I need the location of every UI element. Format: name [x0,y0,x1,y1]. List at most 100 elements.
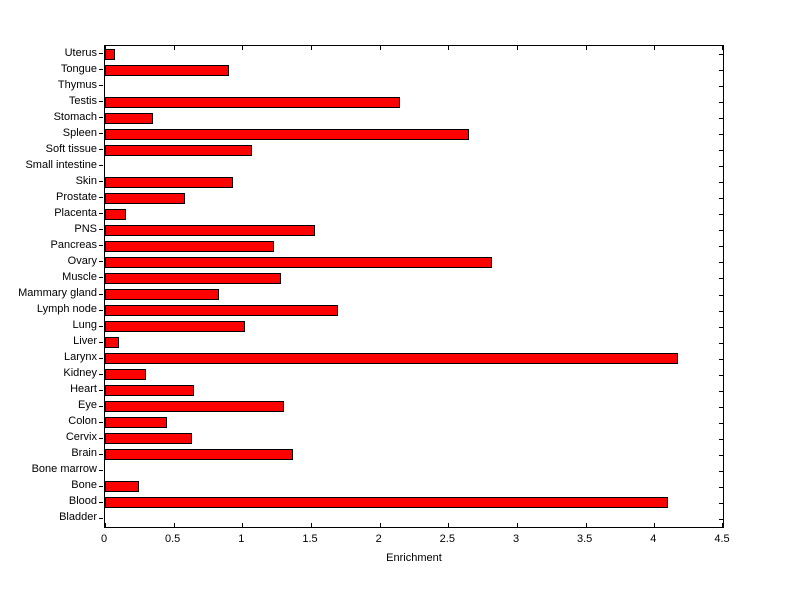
x-tick-bottom [722,523,723,527]
y-tick-label-pns: PNS [74,222,97,235]
y-tick-right [719,150,723,152]
y-tick-label-eye: Eye [78,399,97,412]
y-tick-right [719,390,723,392]
y-tick-left [99,101,103,103]
y-tick-right [719,86,723,88]
x-tick-label: 2 [375,533,382,545]
y-tick-label-kidney: Kidney [63,367,97,380]
y-tick-label-mammary-gland: Mammary gland [18,287,97,300]
y-tick-label-liver: Liver [73,335,97,348]
y-tick-right [719,182,723,184]
y-tick-left [99,421,103,423]
x-tick-label: 4.5 [714,533,730,545]
bar-skin [105,176,233,188]
y-tick-right [719,166,723,168]
x-tick-top [654,46,656,50]
bar-cervix [105,433,192,445]
bar-blood [105,497,669,509]
y-tick-left [99,501,103,503]
y-tick-label-larynx: Larynx [63,351,97,364]
y-tick-label-soft-tissue: Soft tissue [45,142,97,155]
y-tick-left [99,53,103,55]
x-tick-label: 4 [650,533,657,545]
y-tick-right [719,454,723,456]
bar-pns [105,224,316,236]
y-tick-left [99,437,103,439]
y-tick-left [99,69,103,71]
x-tick-bottom [311,523,312,527]
bar-pancreas [105,240,274,252]
bar-lung [105,321,246,333]
x-tick-bottom [654,523,656,527]
bar-testis [105,96,401,108]
y-tick-label-blood: Blood [68,495,97,508]
y-tick-label-testis: Testis [68,94,97,107]
bar-mammary-gland [105,289,219,301]
y-tick-left [99,85,103,87]
y-tick-label-uterus: Uterus [64,46,97,59]
x-tick-label: 0.5 [165,533,181,545]
bar-prostate [105,192,185,204]
y-tick-label-cervix: Cervix [65,431,97,444]
y-tick-left [99,373,103,375]
y-tick-right [719,374,723,376]
y-tick-left [99,197,103,199]
y-tick-right [719,246,723,248]
y-tick-right [719,518,723,520]
y-tick-left [99,357,103,359]
y-tick-label-heart: Heart [70,383,97,396]
y-tick-left [99,325,103,327]
y-tick-right [719,54,723,56]
y-tick-left [99,149,103,151]
x-tick-label: 2.5 [439,533,455,545]
y-tick-left [99,165,103,167]
y-tick-label-thymus: Thymus [57,78,97,91]
y-tick-label-pancreas: Pancreas [50,238,97,251]
y-tick-left [99,213,103,215]
y-tick-right [719,70,723,72]
x-axis-title: Enrichment [386,552,442,564]
y-tick-left [99,293,103,295]
y-tick-label-bone: Bone [71,479,97,492]
y-tick-left [99,117,103,119]
y-tick-right [719,326,723,328]
bar-lymph-node [105,305,339,317]
y-tick-label-brain: Brain [71,447,97,460]
y-tick-left [99,485,103,487]
y-tick-label-lung: Lung [72,319,97,332]
y-tick-label-bladder: Bladder [59,511,97,524]
y-tick-right [719,486,723,488]
y-tick-right [719,262,723,264]
x-tick-top [517,46,518,50]
bar-ovary [105,256,493,268]
y-tick-right [719,134,723,136]
bar-colon [105,417,167,429]
x-tick-bottom [105,523,106,527]
x-tick-label: 1 [238,533,245,545]
bar-soft-tissue [105,144,252,156]
y-tick-left [99,341,103,343]
y-tick-left [99,389,103,391]
x-tick-top [448,46,450,50]
y-tick-label-prostate: Prostate [56,190,97,203]
y-tick-right [719,102,723,104]
y-tick-label-ovary: Ovary [67,254,97,267]
x-tick-bottom [242,523,244,527]
y-tick-right [719,422,723,424]
bar-tongue [105,64,229,76]
y-tick-right [719,438,723,440]
y-tick-left [99,261,103,263]
y-tick-right [719,230,723,232]
x-tick-top [379,46,381,50]
y-tick-left [99,469,103,471]
y-tick-right [719,358,723,360]
y-tick-right [719,406,723,408]
y-tick-label-muscle: Muscle [62,270,97,283]
bar-uterus [105,48,115,60]
y-tick-label-spleen: Spleen [62,126,97,139]
bar-heart [105,385,195,397]
x-tick-top [105,46,106,50]
x-tick-top [722,46,723,50]
plot-area [104,45,724,528]
